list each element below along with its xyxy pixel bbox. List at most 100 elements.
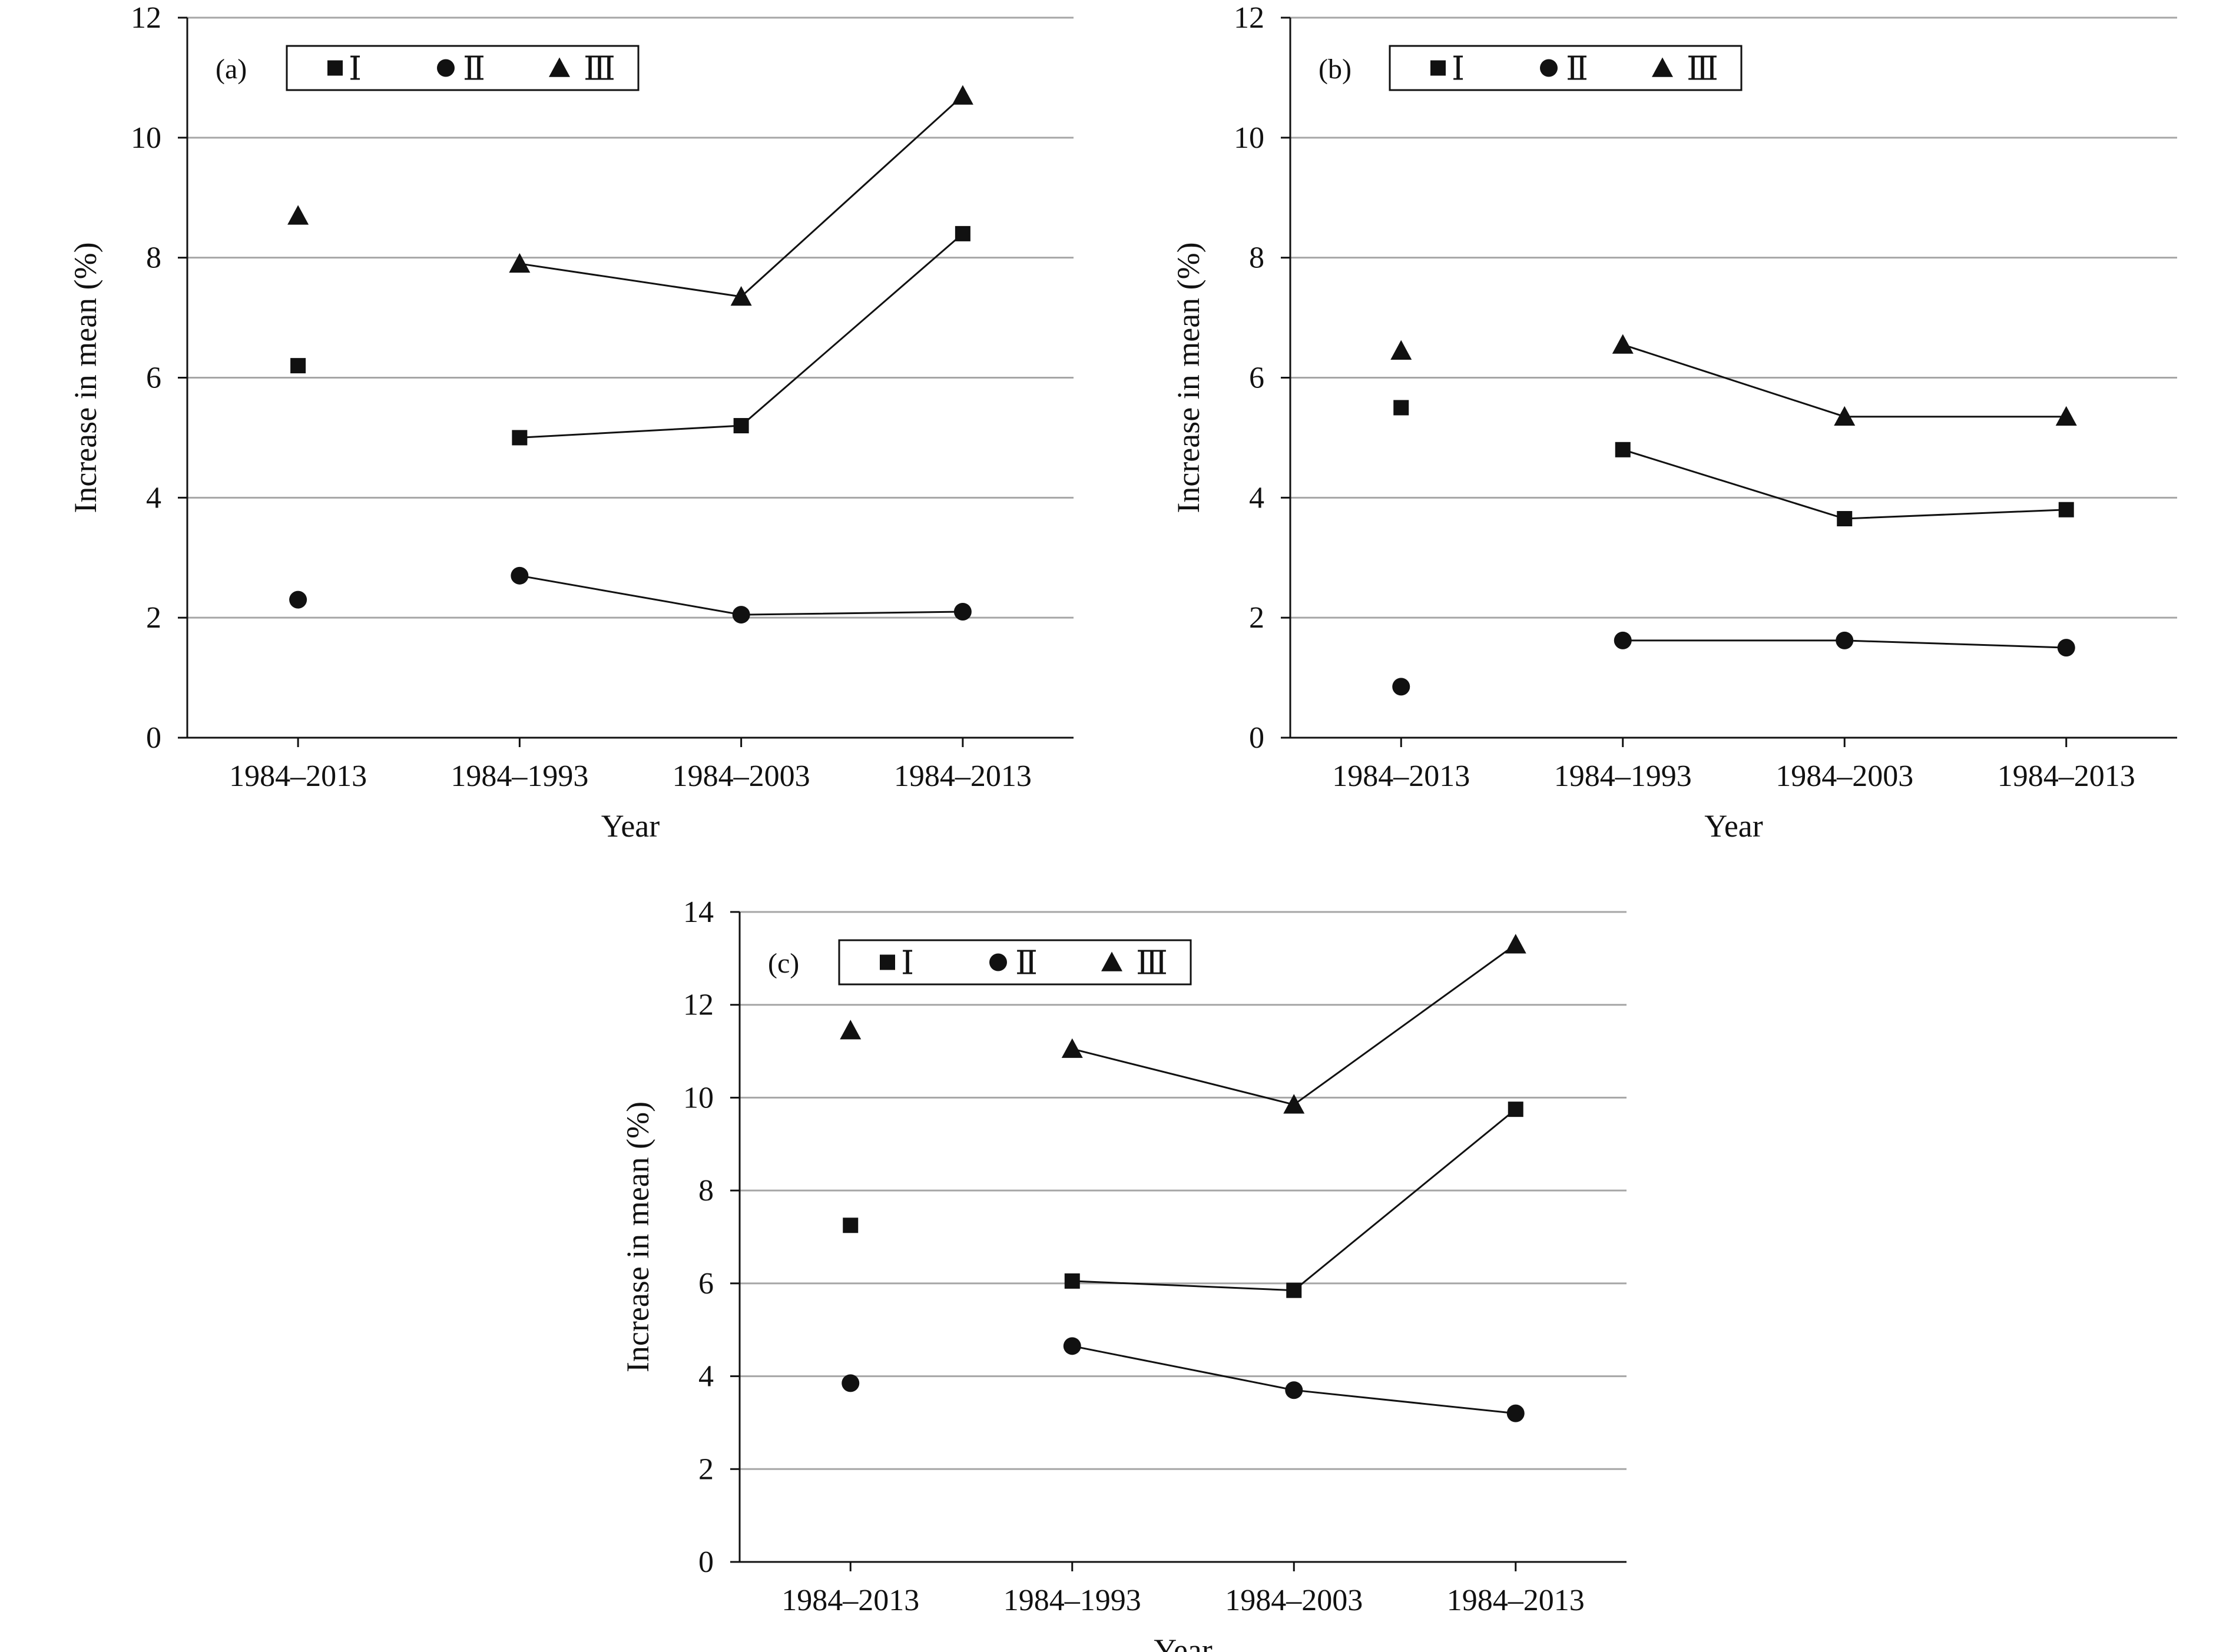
legend-marker-circle bbox=[437, 59, 455, 77]
data-point-circle bbox=[1285, 1381, 1303, 1399]
y-axis-title: Increase in mean (%) bbox=[68, 242, 103, 513]
y-tick-label: 0 bbox=[1249, 721, 1264, 755]
x-tick-label: 1984–1993 bbox=[1003, 1584, 1141, 1617]
data-point-square bbox=[1286, 1282, 1302, 1298]
data-point-triangle bbox=[287, 205, 309, 225]
data-point-square bbox=[290, 358, 306, 374]
data-point-triangle bbox=[1390, 340, 1412, 360]
data-point-square bbox=[1615, 442, 1631, 457]
legend-marker-triangle bbox=[1652, 57, 1673, 77]
y-tick-label: 0 bbox=[698, 1545, 714, 1579]
legend-box bbox=[286, 45, 640, 91]
data-point-circle bbox=[1506, 1404, 1525, 1422]
data-point-square bbox=[1837, 511, 1853, 527]
legend-label: Ⅲ bbox=[1136, 946, 1168, 982]
legend-marker-triangle bbox=[1101, 951, 1122, 971]
x-axis-title: Year bbox=[601, 808, 660, 844]
data-point-circle bbox=[1063, 1337, 1081, 1355]
y-tick-label: 12 bbox=[683, 988, 714, 1022]
data-point-triangle bbox=[1834, 406, 1856, 426]
data-point-triangle bbox=[1612, 334, 1634, 354]
x-axis-title: Year bbox=[1154, 1633, 1213, 1652]
y-tick-label: 4 bbox=[1249, 481, 1264, 515]
data-point-circle bbox=[1392, 678, 1410, 696]
panel-label: (a) bbox=[216, 54, 247, 85]
y-tick-label: 12 bbox=[131, 1, 161, 35]
legend-label: Ⅱ bbox=[1015, 946, 1038, 982]
data-point-square bbox=[955, 225, 970, 241]
data-point-square bbox=[1393, 400, 1409, 416]
data-point-square bbox=[1064, 1273, 1080, 1289]
x-tick-label: 1984–2003 bbox=[1776, 759, 1913, 793]
chart-panel-a: 0 2 4 6 8 10 12 1984–2013 1984–1993 1984–2003 1984… bbox=[68, 1, 1074, 844]
legend-label: Ⅰ bbox=[1452, 51, 1465, 88]
y-tick-label: 14 bbox=[683, 895, 714, 929]
y-tick-label: 12 bbox=[1234, 1, 1264, 35]
legend-label: Ⅲ bbox=[1687, 51, 1718, 88]
x-tick-label: 1984–2003 bbox=[1225, 1584, 1363, 1617]
x-tick-label: 1984–2013 bbox=[1447, 1584, 1585, 1617]
data-point-circle bbox=[289, 591, 307, 609]
legend-box bbox=[838, 939, 1192, 986]
data-point-triangle bbox=[1061, 1038, 1083, 1058]
y-tick-label: 6 bbox=[1249, 361, 1264, 395]
y-tick-label: 8 bbox=[1249, 241, 1264, 275]
legend-box bbox=[1389, 45, 1743, 91]
data-point-triangle bbox=[1505, 934, 1526, 954]
legend-label: Ⅱ bbox=[1566, 51, 1588, 88]
data-point-triangle bbox=[1283, 1094, 1305, 1114]
data-point-circle bbox=[953, 602, 972, 621]
x-tick-label: 1984–2003 bbox=[673, 759, 810, 793]
y-tick-label: 10 bbox=[1234, 121, 1264, 155]
legend-label: Ⅱ bbox=[463, 51, 485, 88]
panel-label: (b) bbox=[1319, 54, 1352, 85]
legend-marker-square bbox=[880, 954, 895, 970]
x-tick-label: 1984–1993 bbox=[1554, 759, 1692, 793]
x-tick-label: 1984–2013 bbox=[1332, 759, 1470, 793]
y-tick-label: 4 bbox=[698, 1360, 714, 1394]
y-tick-label: 10 bbox=[131, 121, 161, 155]
data-point-triangle bbox=[509, 253, 531, 273]
data-point-circle bbox=[842, 1374, 860, 1392]
data-point-triangle bbox=[952, 85, 973, 105]
data-point-square bbox=[733, 418, 749, 434]
series-line-1 bbox=[1072, 1108, 1516, 1292]
data-point-square bbox=[512, 430, 528, 446]
data-point-circle bbox=[511, 566, 529, 585]
data-point-triangle bbox=[2055, 406, 2077, 426]
data-point-square bbox=[843, 1218, 859, 1233]
y-tick-label: 8 bbox=[146, 241, 161, 275]
x-tick-label: 1984–2013 bbox=[894, 759, 1032, 793]
series-line-3 bbox=[519, 95, 963, 298]
y-tick-label: 10 bbox=[683, 1081, 714, 1114]
data-point-circle bbox=[732, 606, 750, 624]
chart-panel-c: 0 2 4 6 8 10 12 14 1984–2013 1984–1993 1984–2003 19… bbox=[620, 895, 1627, 1652]
y-tick-label: 0 bbox=[146, 721, 161, 755]
x-tick-label: 1984–2013 bbox=[781, 1584, 919, 1617]
data-point-square bbox=[2058, 502, 2074, 518]
legend-label: Ⅰ bbox=[349, 51, 362, 88]
legend-marker-triangle bbox=[549, 57, 570, 77]
y-axis-title: Increase in mean (%) bbox=[1171, 242, 1206, 513]
legend-marker-square bbox=[1430, 60, 1446, 76]
data-point-triangle bbox=[840, 1020, 862, 1040]
y-tick-label: 6 bbox=[698, 1267, 714, 1301]
legend-label: Ⅰ bbox=[901, 946, 914, 982]
data-point-circle bbox=[1614, 631, 1632, 649]
legend-marker-circle bbox=[989, 953, 1007, 971]
series-line-2 bbox=[1072, 1345, 1516, 1415]
chart-panel-b: 0 2 4 6 8 10 12 1984–2013 1984–1993 1984–2003 1984… bbox=[1171, 1, 2177, 844]
y-tick-label: 2 bbox=[1249, 601, 1264, 635]
series-line-1 bbox=[519, 233, 963, 439]
series-line-1 bbox=[1622, 449, 2066, 520]
legend-marker-square bbox=[327, 60, 343, 76]
y-tick-label: 6 bbox=[146, 361, 161, 395]
data-point-triangle bbox=[730, 286, 752, 306]
x-tick-label: 1984–1993 bbox=[450, 759, 588, 793]
series-line-3 bbox=[1622, 343, 2066, 418]
y-axis-title: Increase in mean (%) bbox=[620, 1102, 655, 1372]
y-tick-label: 4 bbox=[146, 481, 161, 515]
x-axis-title: Year bbox=[1704, 808, 1763, 844]
y-tick-label: 2 bbox=[146, 601, 161, 635]
